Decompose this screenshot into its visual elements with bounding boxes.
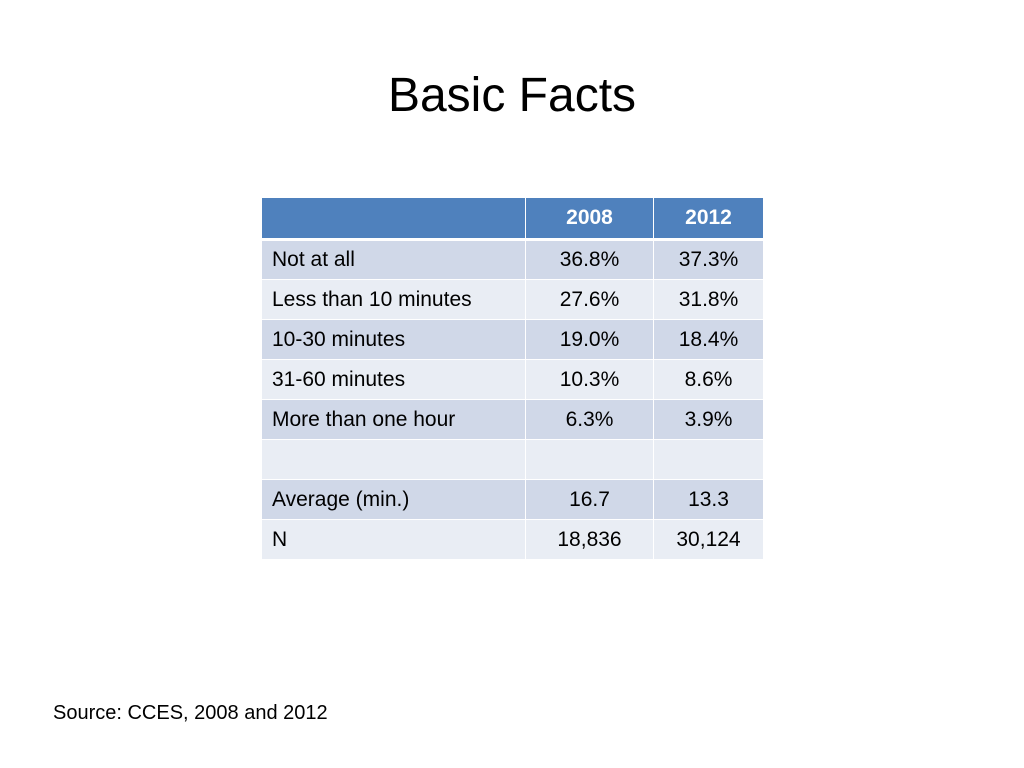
- row-value-2012: 30,124: [653, 519, 764, 560]
- row-value-2012: 13.3: [653, 479, 764, 520]
- row-value-2012: 8.6%: [653, 359, 764, 400]
- table-row: N 18,836 30,124: [261, 519, 764, 560]
- header-cell-2012: 2012: [653, 197, 764, 241]
- source-note: Source: CCES, 2008 and 2012: [53, 702, 328, 724]
- row-value-2012: 18.4%: [653, 319, 764, 360]
- row-label: 10-30 minutes: [261, 319, 526, 360]
- row-value-2008: 36.8%: [525, 239, 654, 280]
- row-value-2012: [653, 439, 764, 480]
- header-cell-label: [261, 197, 526, 241]
- slide-title: Basic Facts: [387, 69, 637, 122]
- table-row: 31-60 minutes 10.3% 8.6%: [261, 359, 764, 400]
- table-row: 10-30 minutes 19.0% 18.4%: [261, 319, 764, 360]
- table-row: Average (min.) 16.7 13.3: [261, 479, 764, 520]
- row-value-2008: [525, 439, 654, 480]
- table-row: Less than 10 minutes 27.6% 31.8%: [261, 279, 764, 320]
- row-label: Average (min.): [261, 479, 526, 520]
- row-label: More than one hour: [261, 399, 526, 440]
- row-value-2012: 31.8%: [653, 279, 764, 320]
- table-row: More than one hour 6.3% 3.9%: [261, 399, 764, 440]
- row-value-2008: 19.0%: [525, 319, 654, 360]
- row-value-2008: 16.7: [525, 479, 654, 520]
- row-value-2008: 10.3%: [525, 359, 654, 400]
- row-value-2012: 37.3%: [653, 239, 764, 280]
- table-row: Not at all 36.8% 37.3%: [261, 239, 764, 280]
- data-table: 2008 2012 Not at all 36.8% 37.3% Less th…: [261, 197, 764, 560]
- header-cell-2008: 2008: [525, 197, 654, 241]
- row-value-2008: 6.3%: [525, 399, 654, 440]
- row-label: N: [261, 519, 526, 560]
- row-label: Less than 10 minutes: [261, 279, 526, 320]
- table-header-row: 2008 2012: [261, 197, 764, 241]
- row-value-2012: 3.9%: [653, 399, 764, 440]
- row-value-2008: 18,836: [525, 519, 654, 560]
- row-value-2008: 27.6%: [525, 279, 654, 320]
- row-label: 31-60 minutes: [261, 359, 526, 400]
- row-label: [261, 439, 526, 480]
- table-row-empty: [261, 439, 764, 480]
- row-label: Not at all: [261, 239, 526, 280]
